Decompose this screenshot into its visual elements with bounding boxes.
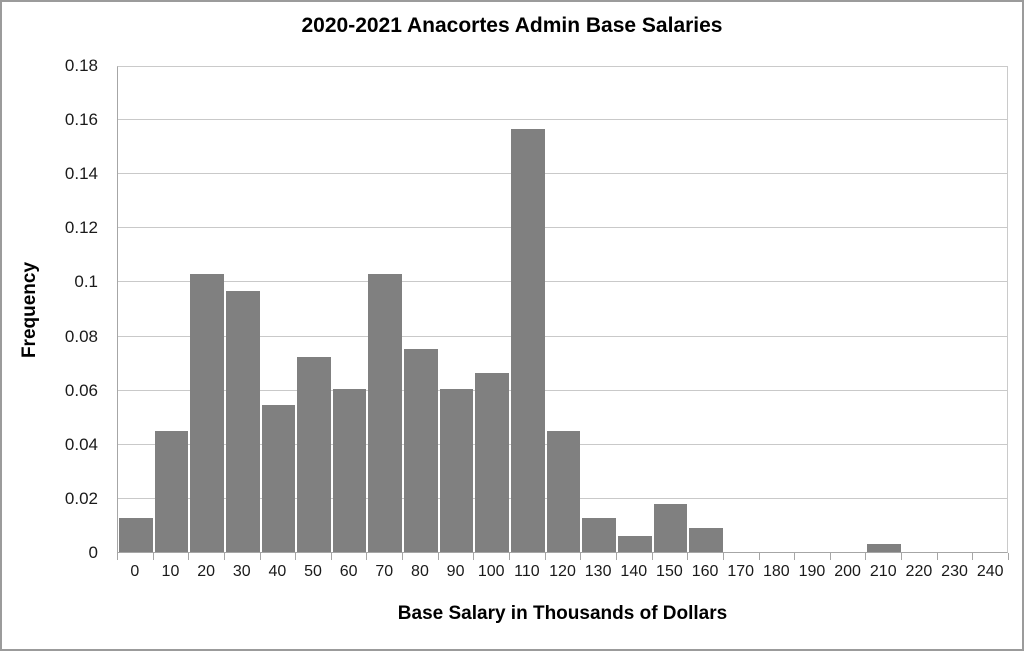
x-tick-label: 140 (620, 563, 648, 580)
x-tick (1008, 553, 1009, 560)
x-tick (829, 553, 831, 560)
x-tick-label: 130 (584, 563, 612, 580)
bar-70 (368, 274, 403, 552)
y-tick-label: 0.12 (64, 218, 98, 238)
x-tick (580, 553, 582, 560)
x-tick-label: 60 (339, 563, 358, 580)
x-tick (544, 553, 546, 560)
x-tick (972, 553, 974, 560)
y-tick-label: 0 (88, 543, 98, 562)
bar-130 (582, 518, 616, 552)
x-tick-label: 240 (976, 563, 1004, 580)
y-tick-label: 0.18 (64, 56, 98, 75)
bar-30 (225, 290, 260, 552)
bar-100 (475, 372, 510, 552)
gridline (118, 389, 1007, 391)
x-tick (651, 553, 653, 560)
x-tick (366, 553, 368, 560)
x-tick (117, 553, 118, 560)
plot-area (117, 66, 1008, 553)
bar-150 (653, 503, 688, 552)
bar-60 (332, 389, 367, 552)
x-tick-label: 50 (304, 563, 322, 580)
x-tick-label: 220 (905, 563, 933, 580)
x-tick (295, 553, 297, 560)
y-tick-label: 0.16 (64, 110, 98, 130)
x-tick-label: 40 (268, 563, 287, 580)
x-tick-label: 210 (869, 563, 897, 580)
x-tick-label: 180 (762, 563, 790, 580)
x-tick-label: 90 (446, 563, 465, 580)
x-tick (259, 553, 261, 560)
x-tick-label: 70 (375, 563, 394, 580)
bar-140 (617, 535, 652, 552)
x-tick (152, 553, 154, 560)
x-tick-label: 150 (656, 563, 683, 580)
x-tick-label: 30 (232, 563, 251, 580)
x-tick (615, 553, 617, 560)
x-tick-label: 10 (161, 563, 180, 580)
x-tick (794, 553, 796, 560)
bar-160 (689, 527, 723, 552)
bar-90 (439, 389, 474, 552)
y-tick-label: 0.14 (64, 164, 98, 184)
y-tick-label: 0.02 (64, 488, 98, 508)
x-tick-label: 80 (411, 563, 429, 580)
bar-0 (119, 518, 153, 552)
x-tick-label: 190 (798, 563, 826, 580)
y-tick-label: 0.06 (64, 380, 98, 400)
x-tick-label: 200 (834, 563, 861, 580)
x-tick (722, 553, 724, 560)
x-tick (437, 553, 439, 560)
bar-110 (511, 128, 545, 552)
x-tick (188, 553, 190, 560)
y-tick-label: 0.04 (64, 434, 98, 454)
y-tick-label: 0.08 (64, 326, 98, 346)
x-tick (901, 553, 903, 560)
x-tick-label: 100 (477, 563, 505, 580)
x-tick (473, 553, 475, 560)
x-tick (687, 553, 689, 560)
bar-120 (546, 430, 581, 552)
x-tick (865, 553, 867, 560)
x-tick-label: 120 (549, 563, 576, 580)
x-tick (330, 553, 332, 560)
bar-80 (404, 348, 438, 552)
bar-210 (867, 543, 902, 552)
x-tick-label: 160 (691, 563, 719, 580)
chart-title: 2020-2021 Anacortes Admin Base Salaries (301, 14, 723, 37)
gridline (118, 227, 1007, 229)
gridline (118, 173, 1007, 175)
x-tick (223, 553, 225, 560)
x-tick-label: 170 (727, 563, 755, 580)
bar-40 (261, 405, 296, 552)
gridline (118, 335, 1007, 337)
x-axis-title: Base Salary in Thousands of Dollars (397, 603, 728, 624)
gridline (118, 281, 1007, 283)
gridline (118, 119, 1007, 121)
y-tick-label: 0.1 (74, 272, 98, 292)
x-tick-label: 110 (514, 563, 540, 580)
x-tick-label: 20 (197, 563, 215, 580)
x-tick (936, 553, 938, 560)
x-tick-label: 0 (130, 563, 140, 580)
x-tick (509, 553, 511, 560)
bar-50 (297, 356, 331, 552)
x-tick-label: 230 (941, 563, 968, 580)
x-tick (758, 553, 760, 560)
bar-10 (154, 430, 189, 552)
x-tick (402, 553, 404, 560)
bar-20 (190, 274, 224, 552)
